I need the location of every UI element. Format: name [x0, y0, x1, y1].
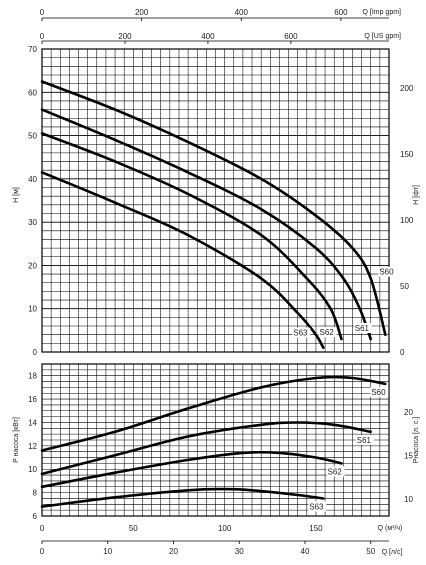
head-curve-s62: [40, 132, 343, 341]
power-hp-axis-label: Pнасоса [л. с.]: [413, 417, 420, 464]
head-curve-s63: [40, 171, 325, 349]
head-ft-tick-label: 200: [400, 84, 414, 93]
head-m-tick-label: 50: [28, 132, 37, 141]
power-curve-label-s61: S61: [357, 436, 372, 445]
power-hp-tick-label: 20: [404, 408, 413, 417]
flow-ls-axis-label: Q [л/с]: [382, 549, 403, 556]
flow-m3h-tick-label: 0: [40, 524, 45, 533]
power-curve-s61: [40, 421, 372, 476]
curve-label-bg: [292, 327, 311, 338]
head-m-tick-label: 70: [28, 45, 37, 54]
head-ft-axis-label: H [фт]: [413, 185, 420, 205]
head-curve-s61: [40, 108, 372, 341]
power-kw-tick-label: 18: [28, 372, 37, 381]
power-kw-axis-label: P насоса [кВт]: [13, 417, 20, 463]
power-kw-tick-label: 16: [28, 395, 37, 404]
head-m-tick-label: 20: [28, 261, 37, 270]
head-ft-tick-label: 50: [400, 282, 409, 291]
bottom-plot-frame: [41, 363, 390, 517]
head-curve-label-s62: S62: [320, 328, 335, 337]
imp-gpm-axis-label: Q [Imp gpm]: [362, 9, 401, 16]
us-gpm-axis-label: Q [US gpm]: [364, 33, 401, 40]
curve-label-bg: [353, 323, 372, 334]
flow-ls-tick-label: 40: [301, 547, 310, 556]
flow-m3h-tick-label: 150: [309, 524, 323, 533]
head-m-tick-label: 0: [33, 348, 38, 357]
head-m-axis-label: H [м]: [13, 187, 20, 203]
flow-m3h-tick-label: 100: [218, 524, 232, 533]
power-kw-tick-label: 12: [28, 442, 37, 451]
flow-ls-tick-label: 50: [366, 547, 375, 556]
flow-m3h-tick-label: 50: [129, 524, 138, 533]
flow-ls-tick-label: 20: [169, 547, 178, 556]
power-kw-tick-label: 6: [33, 512, 38, 521]
head-m-tick-label: 60: [28, 88, 37, 97]
grid-layer: [42, 49, 389, 516]
us-gpm-tick-label: 400: [201, 32, 215, 41]
flow-ls-tick-label: 30: [235, 547, 244, 556]
curve-layer: [40, 80, 387, 508]
us-gpm-tick-label: 600: [284, 32, 298, 41]
head-curve-label-s63: S63: [293, 329, 308, 338]
power-curve-s63: [40, 487, 325, 508]
power-hp-tick-label: 10: [404, 495, 413, 504]
imp-gpm-tick-label: 400: [235, 8, 249, 17]
power-kw-tick-label: 8: [33, 489, 38, 498]
power-curve-label-s62: S62: [328, 467, 343, 476]
head-m-tick-label: 10: [28, 305, 37, 314]
imp-gpm-tick-label: 600: [334, 8, 348, 17]
frame-layer: [41, 17, 390, 544]
power-curve-s62: [40, 450, 343, 489]
imp-gpm-tick-label: 0: [40, 8, 45, 17]
curve-label-bg: [308, 501, 327, 512]
us-gpm-tick-label: 200: [118, 32, 132, 41]
power-curve-s60: [40, 375, 387, 452]
head-curve-label-s60: S60: [379, 268, 394, 277]
imp-gpm-tick-label: 200: [135, 8, 149, 17]
curve-label-bg: [370, 386, 389, 397]
power-hp-tick-label: 15: [404, 451, 413, 460]
head-curve-s60: [40, 80, 387, 336]
head-ft-tick-label: 100: [400, 216, 414, 225]
flow-ls-tick-label: 0: [40, 547, 45, 556]
curve-label-bg: [326, 466, 345, 477]
head-ft-tick-label: 150: [400, 150, 414, 159]
curve-label-bg: [378, 266, 397, 277]
head-m-tick-label: 40: [28, 175, 37, 184]
power-kw-tick-label: 14: [28, 418, 37, 427]
flow-ls-tick-label: 10: [103, 547, 112, 556]
head-ft-tick-label: 0: [400, 348, 405, 357]
top-plot-frame: [41, 48, 390, 353]
head-curve-label-s61: S61: [355, 324, 370, 333]
curve-label-bg: [355, 434, 374, 445]
power-curve-label-s63: S63: [309, 502, 324, 511]
head-m-tick-label: 30: [28, 218, 37, 227]
us-gpm-tick-label: 0: [40, 32, 45, 41]
power-kw-tick-label: 10: [28, 465, 37, 474]
flow-m3h-axis-label: Q (м³/ч): [378, 525, 403, 532]
power-curve-label-s60: S60: [371, 388, 386, 397]
curve-label-bg: [318, 327, 337, 338]
